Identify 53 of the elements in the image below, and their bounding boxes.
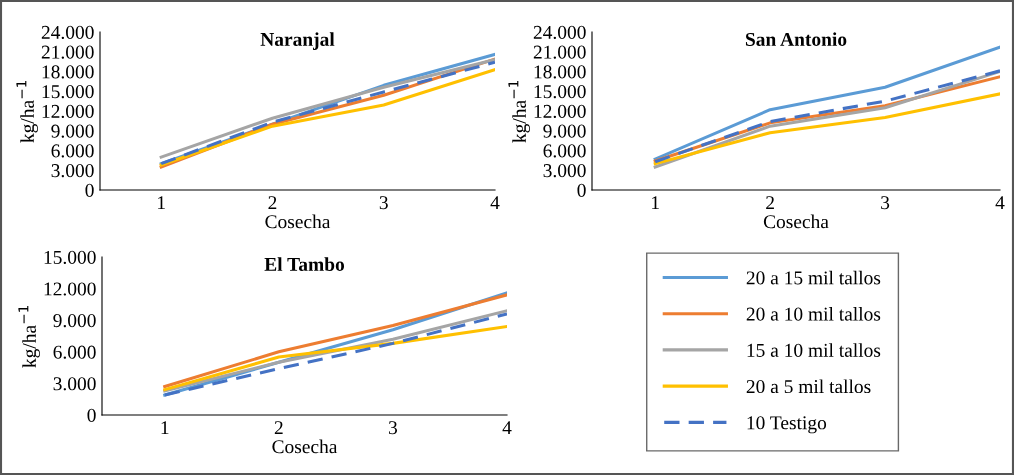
y-tick-label: 0 <box>87 408 96 422</box>
y-tick-label: 3.000 <box>51 164 94 178</box>
legend-label: 10 Testigo <box>747 416 827 434</box>
x-tick-label: 4 <box>502 421 512 435</box>
legend-label: 20 a 10 mil tallos <box>746 306 881 321</box>
x-tick-label: 1 <box>158 196 165 210</box>
y-tick-label: 12.000 <box>42 104 94 119</box>
chart-title: El Tambo <box>264 257 345 271</box>
y-tick-label: 12.000 <box>44 282 96 296</box>
y-tick-label: 0 <box>85 183 94 197</box>
y-tick-label: 6.000 <box>543 144 586 158</box>
legend-label: 15 a 10 mil tallos <box>747 343 881 357</box>
x-axis-title: Cosecha <box>763 214 829 229</box>
y-tick-label: 24.000 <box>533 25 586 40</box>
y-tick-label: 21.000 <box>41 45 94 59</box>
y-axis-title: kg/ha$^{−1}$ <box>18 305 40 368</box>
legend-label: 20 a 15 mil tallos <box>746 270 881 285</box>
legend-label: 20 a 5 mil tallos <box>746 379 871 394</box>
line-series <box>163 324 507 392</box>
y-tick-label: 12.000 <box>534 104 586 119</box>
y-tick-label: 6.000 <box>51 144 94 158</box>
x-tick-label: 4 <box>995 196 1005 210</box>
y-tick-label: 21.000 <box>533 45 586 59</box>
x-tick-label: 2 <box>268 196 277 210</box>
y-tick-label: 9.000 <box>51 124 94 138</box>
y-tick-label: 3.000 <box>543 164 586 178</box>
x-tick-label: 4 <box>490 196 500 210</box>
y-tick-label: 0 <box>577 183 586 197</box>
x-axis-title: Cosecha <box>265 214 331 229</box>
y-tick-label: 18.000 <box>42 65 94 79</box>
x-tick-label: 1 <box>652 196 659 210</box>
y-tick-label: 15.000 <box>42 85 94 99</box>
chart-title: San Antonio <box>745 32 847 46</box>
y-tick-label: 24.000 <box>41 25 94 40</box>
x-tick-label: 1 <box>161 421 169 435</box>
y-tick-label: 9.000 <box>543 124 586 138</box>
y-tick-label: 9.000 <box>53 314 96 328</box>
x-tick-label: 3 <box>881 196 890 210</box>
y-axis-title: kg/ha$^{−1}$ <box>16 80 38 143</box>
y-tick-label: 15.000 <box>534 85 586 99</box>
line-series <box>653 92 1000 166</box>
x-tick-label: 3 <box>379 196 388 210</box>
line-series <box>653 45 1000 161</box>
x-tick-label: 2 <box>274 421 283 435</box>
chart-title: Naranjal <box>260 32 335 50</box>
y-tick-label: 15.000 <box>44 250 96 265</box>
x-axis-title: Cosecha <box>272 439 338 454</box>
y-tick-label: 18.000 <box>534 65 586 79</box>
x-tick-label: 3 <box>388 421 398 435</box>
y-tick-label: 3.000 <box>53 377 96 391</box>
x-tick-label: 2 <box>766 196 774 210</box>
y-axis-title: kg/ha$^{−1}$ <box>508 80 530 143</box>
y-tick-label: 6.000 <box>53 345 96 359</box>
